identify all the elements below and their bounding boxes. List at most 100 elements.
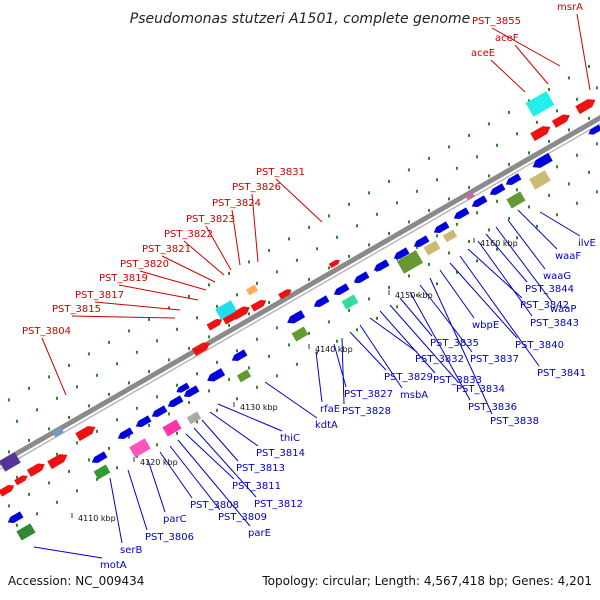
top-gene-label: PST_3822 (164, 229, 213, 240)
gene-labels: PST_3804 PST_3815 PST_3817 PST_3819 PST_3820… (22, 2, 596, 571)
gene-box (246, 284, 258, 296)
track-dot (76, 489, 78, 493)
track-dot (188, 346, 190, 350)
track-dot (196, 372, 198, 376)
scale-tick-label: 4150 kbp (395, 291, 433, 300)
gene-arrow (532, 152, 553, 168)
gene-arrow (183, 385, 200, 398)
bottom-gene-label: PST_3813 (236, 463, 285, 474)
bottom-leader-line (429, 277, 493, 415)
track-dot (156, 443, 158, 447)
track-dot (16, 523, 18, 527)
gene-arrow (176, 382, 190, 393)
backbone-line (0, 114, 600, 467)
top-gene-label: PST_3823 (186, 214, 235, 225)
bottom-gene-label: serB (120, 545, 142, 556)
gene-arrow (91, 451, 108, 464)
bottom-leader-line (185, 433, 235, 480)
gene-arrow (75, 426, 96, 442)
track-dot (388, 231, 390, 235)
gene-box (341, 294, 359, 310)
bottom-gene-label: waaF (555, 251, 581, 262)
gene-box (186, 411, 202, 425)
track-dot (28, 386, 30, 390)
top-gene-label: aceF (495, 33, 519, 44)
track-dot (8, 398, 10, 402)
bottom-leader-line (369, 317, 418, 353)
track-dot (288, 237, 290, 241)
gene-box (16, 523, 36, 541)
track-dot (128, 435, 130, 439)
track-dot (128, 381, 130, 385)
top-leader-line (205, 225, 232, 271)
track-dot (316, 351, 318, 355)
bottom-leader-line (333, 343, 347, 388)
bottom-gene-label: PST_3828 (342, 406, 391, 417)
track-dot (276, 326, 278, 330)
track-dot (448, 197, 450, 201)
track-dot (208, 335, 210, 339)
bottom-gene-label: ilvE (578, 238, 596, 249)
track-dot (196, 420, 198, 424)
track-dot (148, 369, 150, 373)
track-dot (428, 156, 430, 160)
track-dot (368, 297, 370, 301)
gene-arrow (278, 289, 292, 300)
track-dot (68, 363, 70, 367)
bottom-leader-line (33, 546, 103, 559)
top-leader-line (161, 255, 216, 283)
track-dot (548, 87, 550, 91)
track-dot (368, 191, 370, 195)
gene-arrow (551, 114, 570, 128)
track-dot (76, 385, 78, 389)
gene-arrow (413, 235, 430, 248)
track-dot (376, 212, 378, 216)
bottom-leader-line (169, 445, 221, 511)
track-dot (348, 254, 350, 258)
gene-box (529, 170, 551, 190)
track-dot (528, 151, 530, 155)
bottom-leader-line (389, 304, 459, 383)
track-dot (216, 408, 218, 412)
track-dot (576, 201, 578, 205)
bottom-leader-line (439, 269, 475, 319)
track-dot (256, 385, 258, 389)
track-dot (228, 323, 230, 327)
track-dot (436, 234, 438, 238)
gene-arrow (575, 99, 596, 115)
track-dot (168, 358, 170, 362)
gene-box (129, 438, 151, 458)
bottom-gene-label: PST_3834 (456, 384, 505, 395)
bottom-leader-line (349, 331, 387, 371)
track-dot (196, 316, 198, 320)
track-dot (228, 377, 230, 381)
track-dot (576, 153, 578, 157)
track-dot (368, 243, 370, 247)
track-dot (276, 374, 278, 378)
bottom-gene-label: PST_3842 (520, 300, 569, 311)
gene-arrow (530, 126, 551, 142)
track-dot (308, 277, 310, 281)
bottom-gene-label: PST_3808 (190, 500, 239, 511)
track-dot (488, 228, 490, 232)
track-dot (296, 258, 298, 262)
track-dot (56, 500, 58, 504)
track-dot (328, 320, 330, 324)
track-dot (288, 343, 290, 347)
track-dot (236, 349, 238, 353)
track-dot (568, 76, 570, 80)
track-dot (436, 178, 438, 182)
track-dot (556, 165, 558, 169)
track-dot (8, 450, 10, 454)
track-dot (476, 155, 478, 159)
bottom-leader-line (517, 209, 558, 250)
track-dot (408, 274, 410, 278)
top-leader-line (490, 59, 526, 93)
top-leader-line (251, 193, 259, 263)
gene-box (236, 369, 252, 383)
track-dot (268, 248, 270, 252)
track-dot (136, 406, 138, 410)
gene-arrow (287, 310, 306, 324)
track-dot (596, 142, 598, 146)
